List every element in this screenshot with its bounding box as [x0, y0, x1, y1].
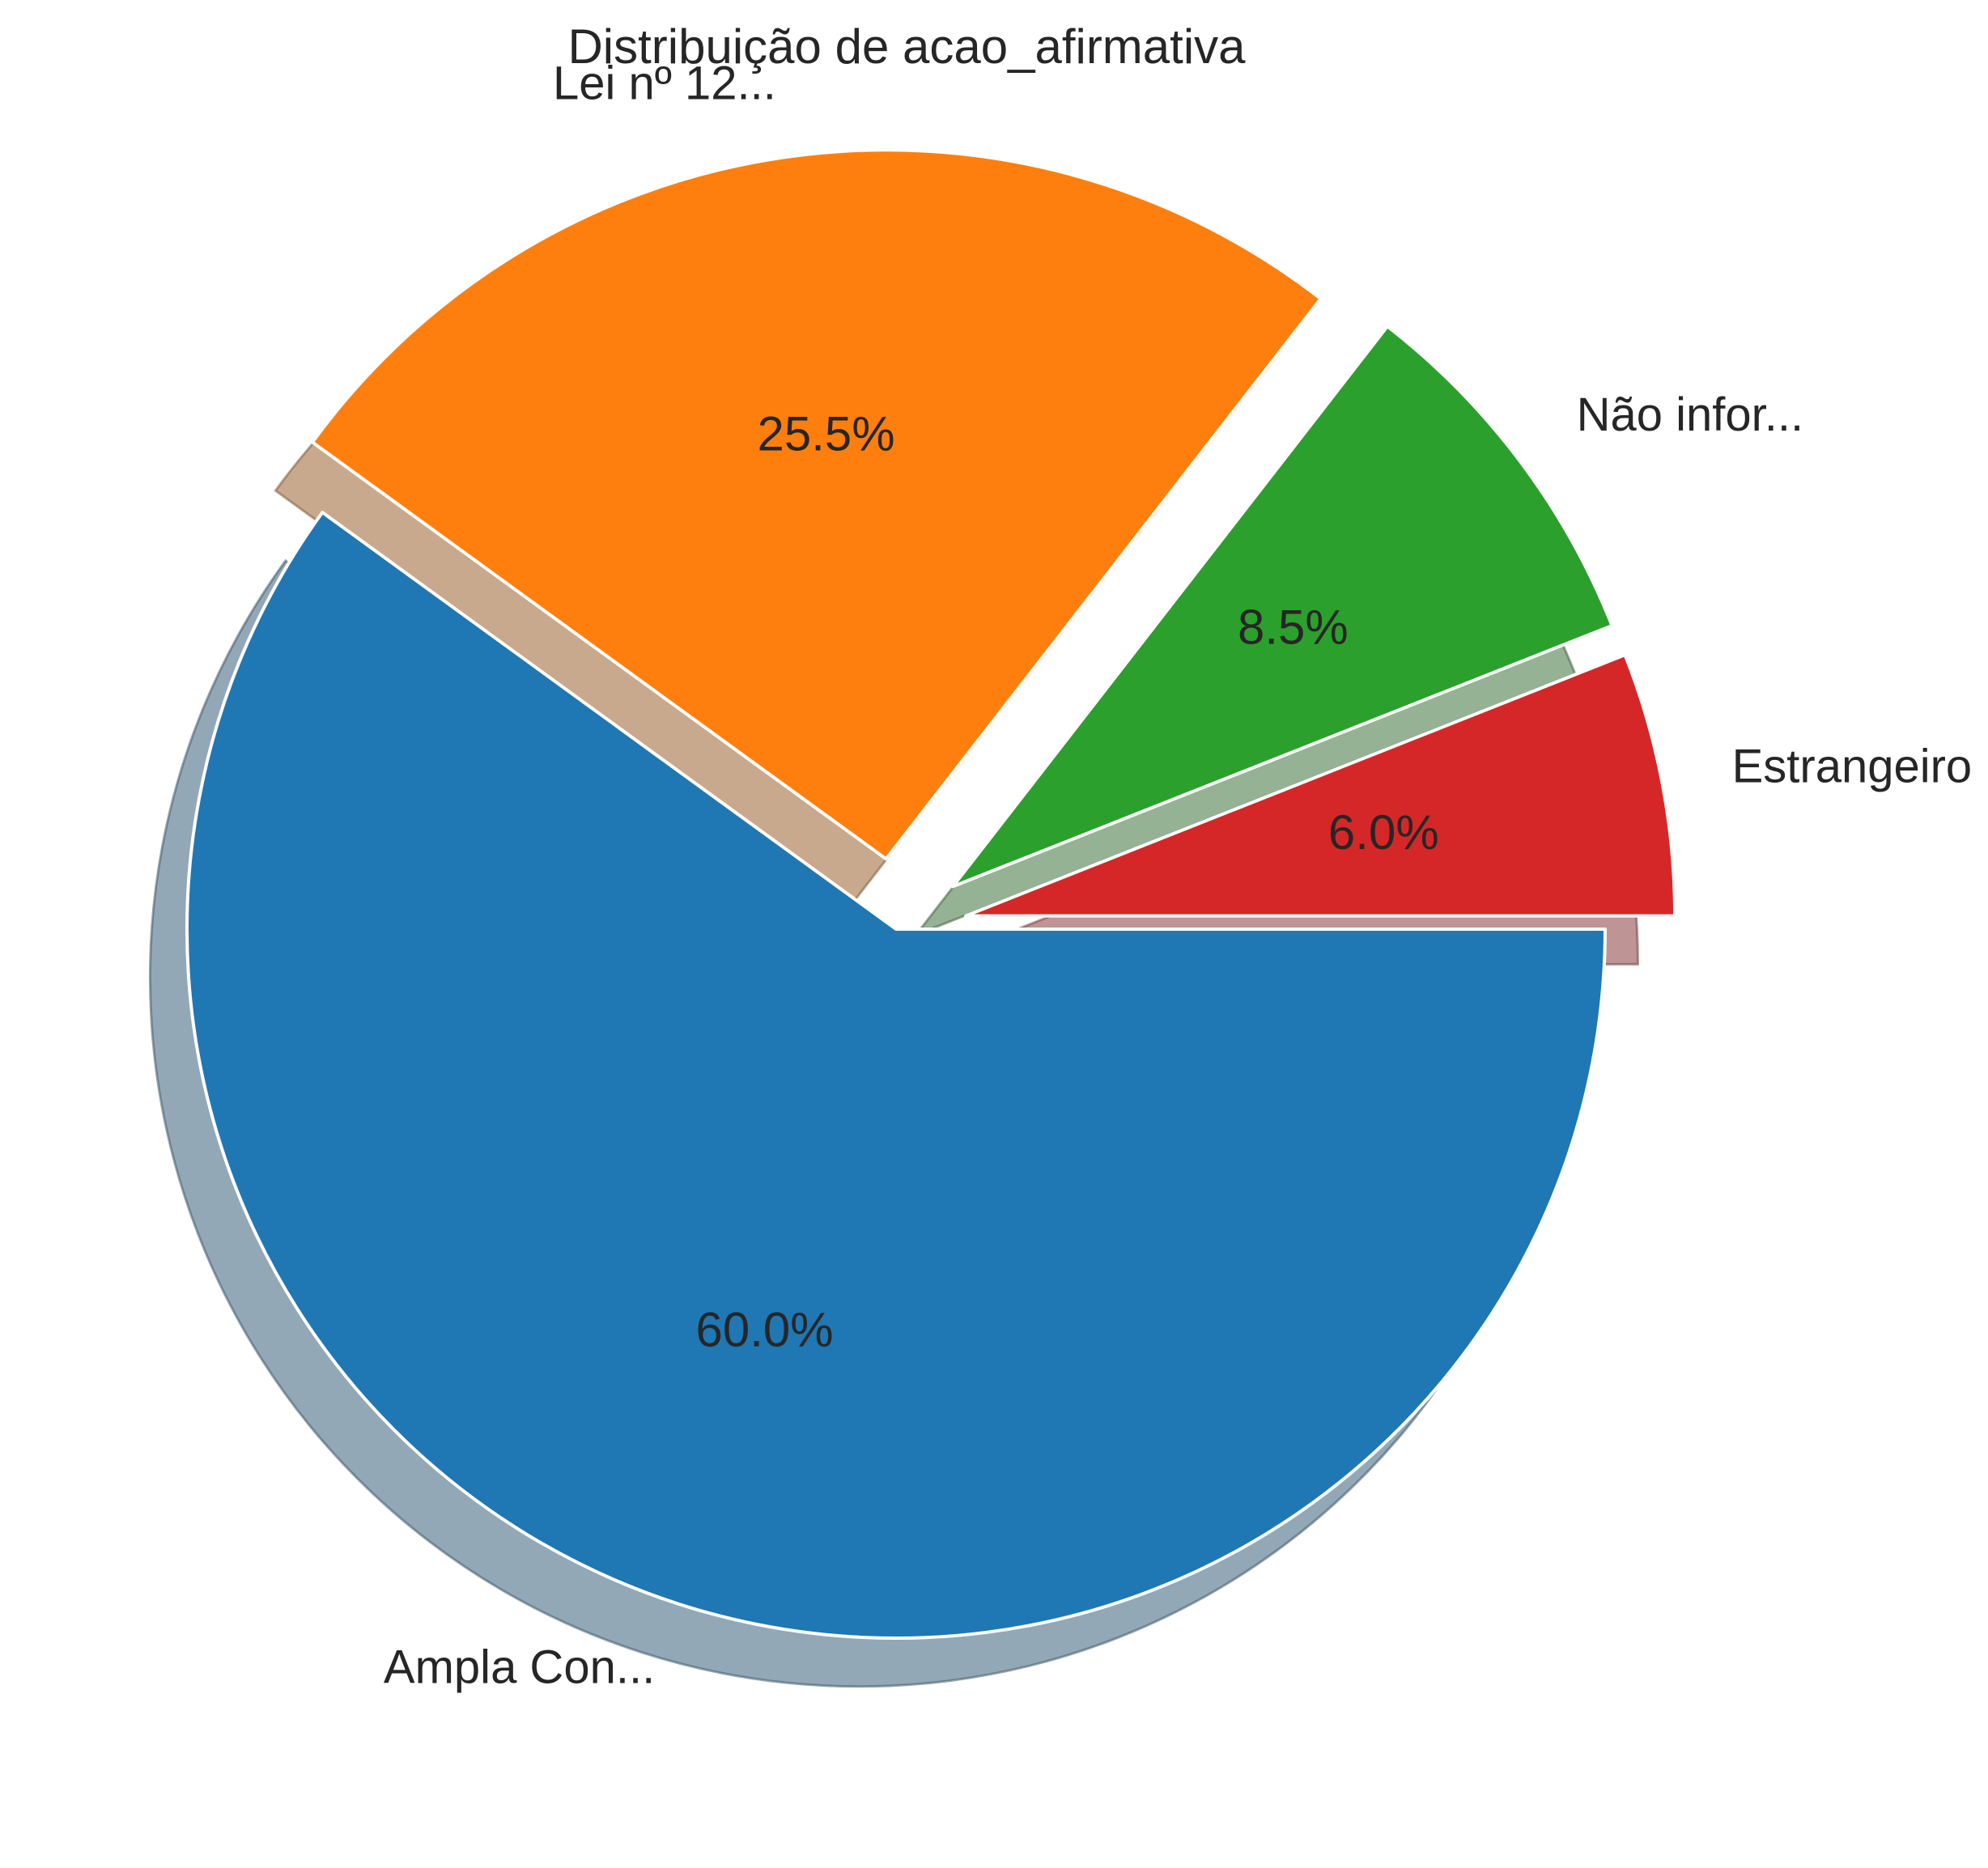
pie-slice-lei-n-12	[310, 148, 1323, 861]
slice-label-nao-infor: Não infor...	[1577, 388, 1803, 441]
pct-label-nao-infor: 8.5%	[1238, 601, 1349, 655]
label-layer: Ampla Con... 60.0% Lei nº 12... 25.5% Não in…	[384, 57, 1972, 1694]
pct-label-ampla-con: 60.0%	[696, 1303, 834, 1357]
pie-slice-estrangeiro	[964, 653, 1677, 918]
slice-label-ampla-con: Ampla Con...	[384, 1641, 655, 1694]
pct-label-lei-n-12: 25.5%	[758, 407, 895, 461]
pct-label-estrangeiro: 6.0%	[1328, 805, 1439, 860]
slice-layer	[185, 148, 1677, 1640]
pie-slice-nao-infor	[951, 325, 1614, 889]
slice-label-lei-n-12: Lei nº 12...	[553, 57, 776, 110]
slice-label-estrangeiro: Estrangeiro	[1732, 740, 1973, 792]
pie-slice-ampla-con	[185, 511, 1607, 1640]
chart-title: Distribuição de acao_afirmativa	[567, 19, 1246, 74]
